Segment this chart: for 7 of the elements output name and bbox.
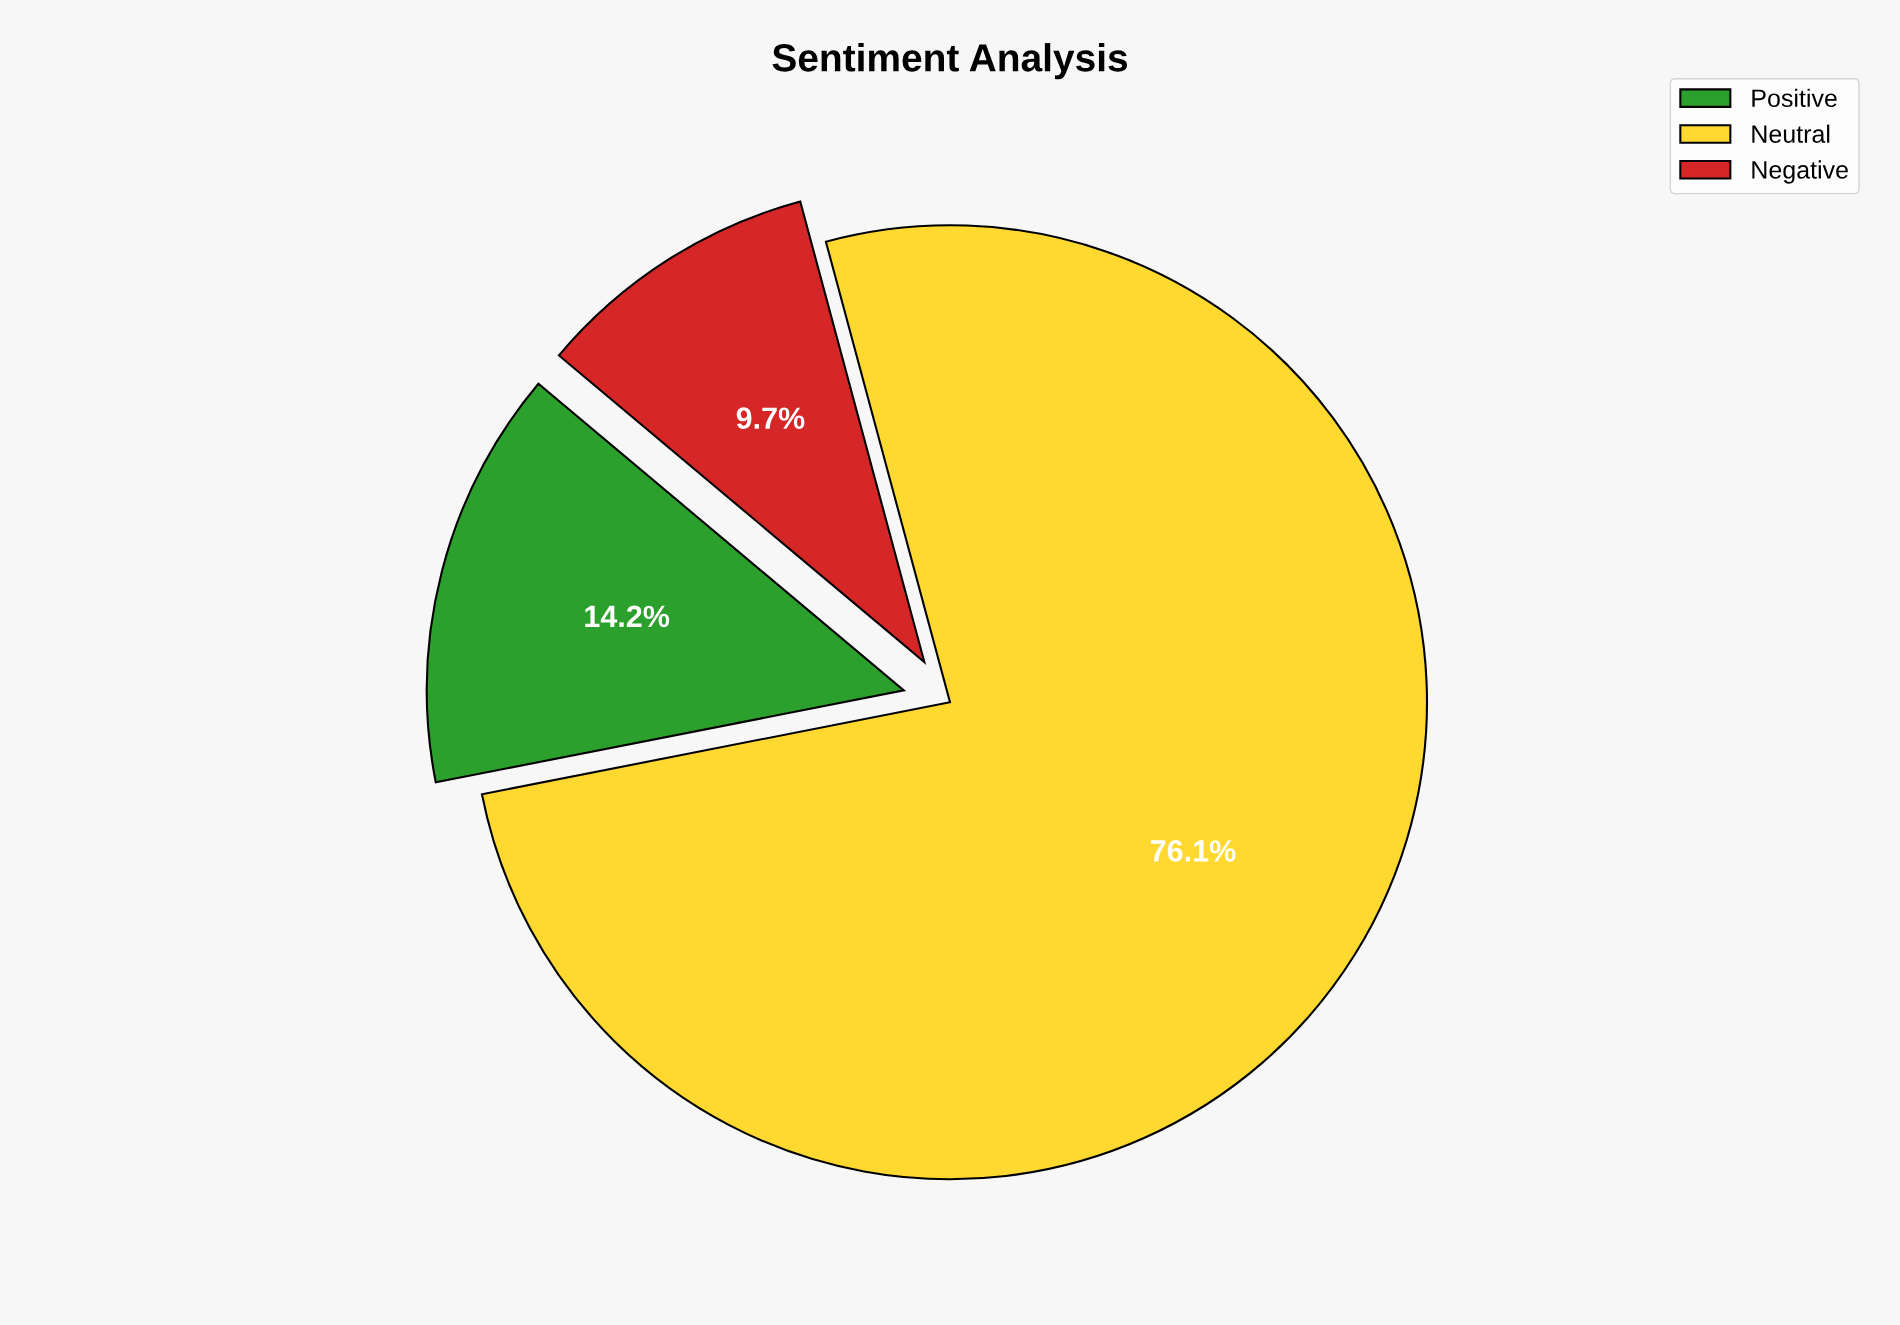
legend-label: Negative xyxy=(1752,160,1848,184)
data-label: 14.2% xyxy=(585,605,670,628)
data-label: 9.7% xyxy=(736,407,805,429)
legend-label: Positive xyxy=(1752,88,1837,108)
data-label: 76.1% xyxy=(1150,840,1236,862)
legend-label: Neutral xyxy=(1752,124,1830,143)
chart-title: Sentiment Analysis xyxy=(772,43,1128,80)
